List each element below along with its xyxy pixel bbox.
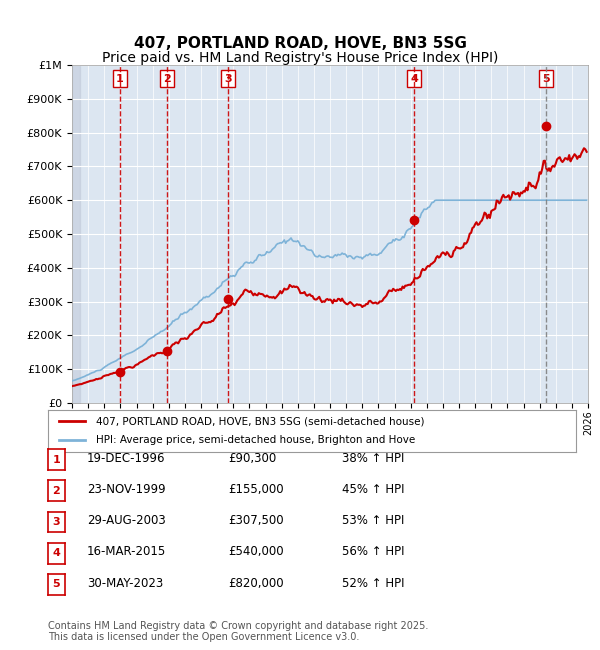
Text: 4: 4 — [410, 73, 418, 83]
Text: 19-DEC-1996: 19-DEC-1996 — [87, 452, 166, 465]
Text: £820,000: £820,000 — [228, 577, 284, 590]
Text: Price paid vs. HM Land Registry's House Price Index (HPI): Price paid vs. HM Land Registry's House … — [102, 51, 498, 65]
Text: 52% ↑ HPI: 52% ↑ HPI — [342, 577, 404, 590]
Text: Contains HM Land Registry data © Crown copyright and database right 2025.
This d: Contains HM Land Registry data © Crown c… — [48, 621, 428, 642]
Text: 53% ↑ HPI: 53% ↑ HPI — [342, 514, 404, 527]
Text: 38% ↑ HPI: 38% ↑ HPI — [342, 452, 404, 465]
Text: 16-MAR-2015: 16-MAR-2015 — [87, 545, 166, 558]
Text: £540,000: £540,000 — [228, 545, 284, 558]
Text: 23-NOV-1999: 23-NOV-1999 — [87, 483, 166, 496]
Text: 3: 3 — [224, 73, 232, 83]
Text: £155,000: £155,000 — [228, 483, 284, 496]
Text: 407, PORTLAND ROAD, HOVE, BN3 5SG (semi-detached house): 407, PORTLAND ROAD, HOVE, BN3 5SG (semi-… — [95, 417, 424, 426]
Text: 5: 5 — [53, 579, 60, 590]
Text: 56% ↑ HPI: 56% ↑ HPI — [342, 545, 404, 558]
Text: £307,500: £307,500 — [228, 514, 284, 527]
Text: 2: 2 — [163, 73, 171, 83]
Text: 407, PORTLAND ROAD, HOVE, BN3 5SG: 407, PORTLAND ROAD, HOVE, BN3 5SG — [134, 36, 466, 51]
Text: 5: 5 — [542, 73, 550, 83]
Text: 30-MAY-2023: 30-MAY-2023 — [87, 577, 163, 590]
Text: HPI: Average price, semi-detached house, Brighton and Hove: HPI: Average price, semi-detached house,… — [95, 435, 415, 445]
Text: £90,300: £90,300 — [228, 452, 276, 465]
Text: 4: 4 — [52, 548, 61, 558]
Text: 3: 3 — [53, 517, 60, 527]
Text: 29-AUG-2003: 29-AUG-2003 — [87, 514, 166, 527]
Text: 1: 1 — [116, 73, 124, 83]
Text: 2: 2 — [53, 486, 60, 496]
Text: 1: 1 — [53, 454, 60, 465]
Text: 45% ↑ HPI: 45% ↑ HPI — [342, 483, 404, 496]
